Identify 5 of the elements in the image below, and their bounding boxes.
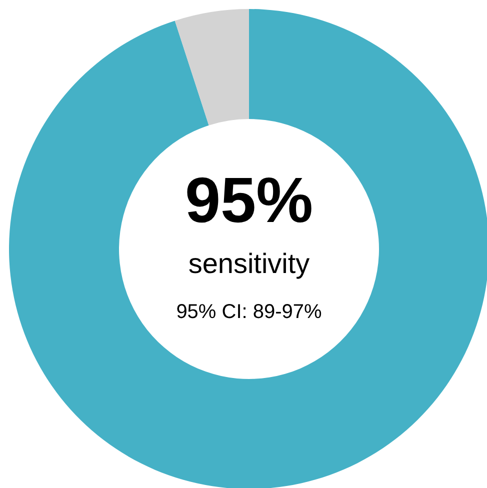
donut-slice xyxy=(9,9,487,488)
text: sensitivity xyxy=(188,248,310,279)
text: 95% xyxy=(184,164,314,236)
donut-slice xyxy=(174,9,249,126)
text: 95% CI: 89-97% xyxy=(176,301,322,323)
